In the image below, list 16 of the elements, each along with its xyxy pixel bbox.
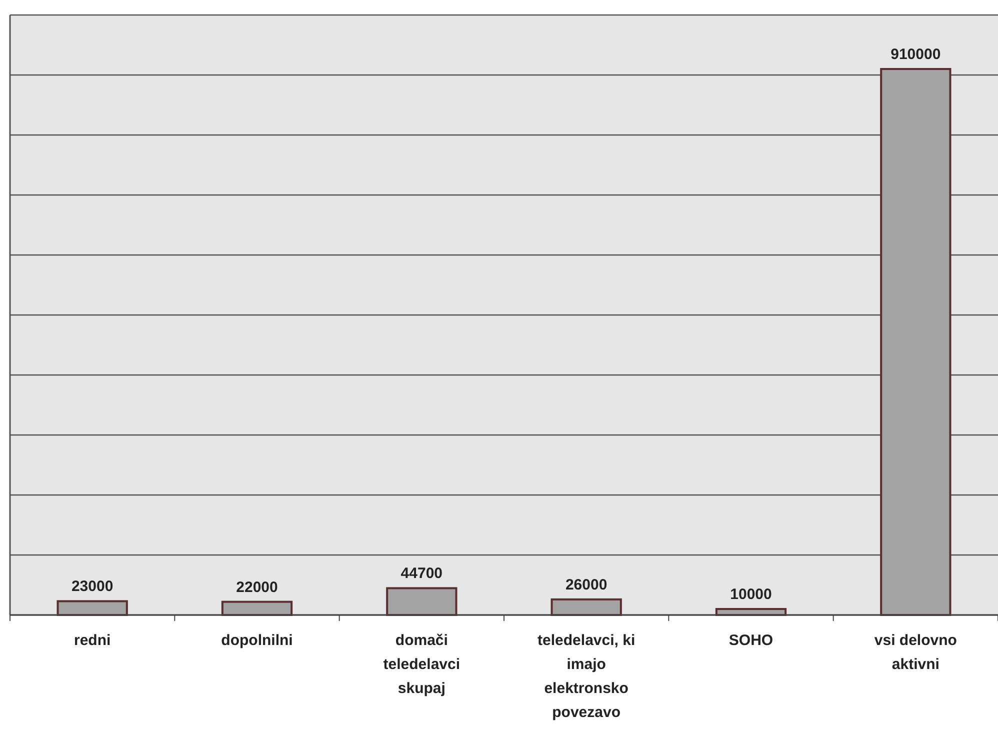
x-tick-label: teledelavci, ki imajo elektronsko povezavo bbox=[538, 632, 636, 721]
bar bbox=[550, 598, 622, 616]
x-tick-label: vsi delovno aktivni bbox=[874, 632, 957, 673]
bar bbox=[386, 587, 458, 616]
data-label: 10000 bbox=[730, 586, 772, 603]
bar bbox=[880, 68, 952, 616]
data-label: 910000 bbox=[890, 46, 941, 63]
data-label: 23000 bbox=[71, 578, 114, 596]
bar bbox=[56, 600, 128, 616]
x-tick-label: dopolnilni bbox=[221, 632, 293, 649]
x-tick-label: domači teledelavci skupaj bbox=[383, 632, 460, 697]
data-label: 22000 bbox=[236, 578, 278, 596]
x-tick-label: SOHO bbox=[728, 632, 774, 649]
x-tick-label: redni bbox=[74, 632, 111, 649]
data-label: 26000 bbox=[565, 576, 608, 594]
data-label: 44700 bbox=[400, 565, 443, 582]
